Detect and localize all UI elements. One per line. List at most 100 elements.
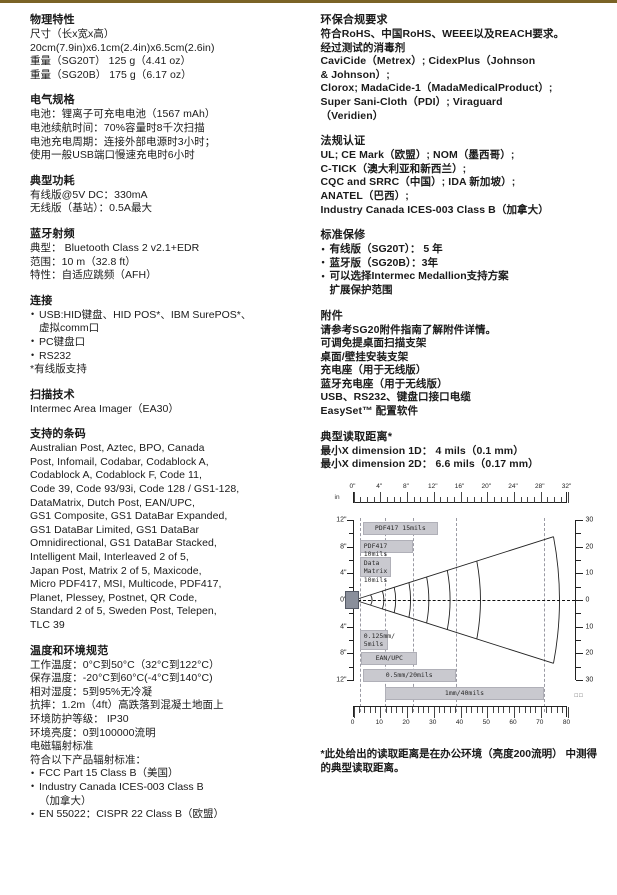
spec-line: 范围：10 m（32.8 ft） — [30, 255, 136, 268]
chart-top-tick: 28" — [534, 482, 545, 490]
spec-line: Omnidirectional, GS1 DataBar Stacked, — [30, 537, 217, 550]
list-item: RS232 — [30, 349, 303, 364]
chart-right-axis — [574, 519, 583, 681]
chart-left-tick: 4" — [340, 569, 347, 577]
chart-right-tick: 30 — [585, 516, 594, 524]
chart-bottom-tick: 50 — [482, 718, 490, 726]
emission-standards-list: FCC Part 15 Class B（美国） Industry Canada … — [30, 767, 303, 821]
chart-right-tick: 10 — [585, 569, 594, 577]
chart-right-tick: 30 — [585, 676, 594, 684]
spec-line: 使用一般USB端口慢速充电时6小时 — [30, 149, 195, 162]
spec-line: Intermec Area Imager（EA30） — [30, 402, 179, 415]
spec-line: 相对湿度：5到95%无冷凝 — [30, 685, 153, 698]
spec-line: EasySet™ 配置软件 — [320, 405, 419, 418]
chart-top-tick: 12" — [427, 482, 438, 490]
section-heading: 法规认证 — [320, 135, 366, 148]
spec-line: 环境防护等级： IP30 — [30, 712, 129, 725]
chart-scan-cone — [353, 536, 560, 664]
spec-line: 电池充电周期：连接外部电源时3小时； — [30, 135, 216, 148]
spec-line: Planet, Plessey, Postnet, QR Code, — [30, 591, 198, 604]
chart-right-tick: 20 — [585, 543, 594, 550]
list-item: FCC Part 15 Class B（美国） — [30, 767, 303, 781]
spec-line: 典型： Bluetooth Class 2 v2.1+EDR — [30, 241, 200, 254]
spec-line: 无线版（基站）：0.5A最大 — [30, 202, 153, 215]
spec-line: 重量（SG20T） 125 g（4.41 oz） — [30, 55, 192, 68]
chart-bottom-tick: 10 — [375, 718, 383, 726]
chart-bottom-tick: 60 — [509, 718, 517, 726]
chart-top-ruler — [352, 491, 569, 503]
spec-line: ANATEL（巴西）; — [320, 189, 409, 202]
spec-line: Japan Post, Matrix 2 of 5, Maxicode, — [30, 564, 202, 577]
spec-line: 电磁辐射标准 — [30, 740, 94, 753]
section-environment: 温度和环境规范 工作温度：0°C到50°C（32°C到122°C） 保存温度：-… — [30, 644, 303, 822]
right-column: 环保合规要求 符合RoHS、中国RoHS、WEEE以及REACH要求。 经过测试… — [309, 13, 610, 895]
list-item: PC键盘口 — [30, 335, 303, 350]
chart-bottom-tick: 40 — [455, 718, 464, 726]
spec-line: Industry Canada ICES-003 Class B（加拿大） — [320, 203, 549, 216]
spec-line: 尺寸（长x宽x高） — [30, 28, 115, 40]
spec-line: 保存温度：-20°C到60°C(-4°C到140°C) — [30, 672, 213, 685]
chart-right-tick: 0 — [585, 596, 590, 604]
spec-line: 特性：自适应跳频（AFH） — [30, 269, 157, 282]
chart-left-tick: 8" — [340, 543, 347, 550]
spec-line: 工作温度：0°C到50°C（32°C到122°C） — [30, 658, 220, 671]
section-heading: 蓝牙射频 — [30, 227, 75, 240]
spec-line: Australian Post, Aztec, BPO, Canada — [30, 442, 205, 455]
spec-line: 最小X dimension 2D： 6.6 mils（0.17 mm） — [320, 458, 539, 471]
spec-line: USB、RS232、键盘口接口电缆 — [320, 391, 471, 404]
spec-line: 重量（SG20B） 175 g（6.17 oz） — [30, 68, 192, 81]
spec-line: 抗摔：1.2m（4ft）高跌落到混凝土地面上 — [30, 699, 224, 712]
spec-line: 桌面/壁挂安装支架 — [320, 350, 409, 363]
chart-top-tick: 4" — [376, 482, 383, 490]
spec-line: Intelligent Mail, Interleaved 2 of 5, — [30, 551, 189, 564]
read-range-chart: in 0" 4" 8" 12" 16" 20" 24" 28" 32" 12" 8" 4" 0" 4" 8… — [317, 478, 609, 740]
chart-guide-line — [544, 517, 546, 712]
chart-range-bar: PDF417 15mils — [362, 521, 438, 535]
spec-line: 环境亮度：0到100000流明 — [30, 726, 156, 739]
chart-left-tick: 8" — [340, 649, 347, 657]
section-heading: 典型功耗 — [30, 174, 75, 187]
spec-line: Micro PDF417, MSI, Multicode, PDF417, — [30, 578, 222, 591]
chart-top-tick: 20" — [481, 482, 492, 490]
chart-top-tick: 32" — [561, 482, 572, 490]
spec-line: 符合以下产品辐射标准： — [30, 753, 147, 766]
section-heading: 温度和环境规范 — [30, 644, 109, 657]
spec-sheet-page: 物理特性 尺寸（长x宽x高） 20cm(7.9in)x6.1cm(2.4in)x… — [0, 3, 617, 895]
chart-guide-line — [359, 517, 361, 712]
left-column: 物理特性 尺寸（长x宽x高） 20cm(7.9in)x6.1cm(2.4in)x… — [8, 13, 309, 895]
chart-guide-line — [384, 517, 386, 712]
chart-bottom-ruler — [352, 705, 569, 718]
chart-range-bar: 0.5mm/20mils — [362, 668, 456, 682]
spec-line: 有线版@5V DC：330mA — [30, 188, 148, 201]
spec-line: 最小X dimension 1D： 4 mils（0.1 mm） — [320, 444, 524, 457]
chart-range-bar: EAN/UPC — [361, 651, 418, 665]
chart-left-tick: 12" — [336, 516, 347, 524]
spec-line: 可调免提桌面扫描支架 — [320, 337, 427, 350]
chart-right-tick: 10 — [585, 623, 594, 630]
spec-line: （Veridien） — [320, 109, 384, 122]
spec-line: Code 39, Code 93/93i, Code 128 / GS1-128… — [30, 483, 240, 496]
section-heading: 连接 — [30, 294, 53, 307]
list-item: 有线版（SG20T）： 5 年 — [321, 243, 606, 257]
list-item: Industry Canada ICES-003 Class B （加拿大） — [30, 780, 303, 808]
chart-range-bar: Data Matrix 10mils — [359, 556, 391, 584]
spec-line: UL; CE Mark（欧盟）; NOM（墨西哥）; — [320, 149, 515, 162]
chart-bottom-tick: 20 — [402, 718, 410, 726]
list-item: 可以选择Intermec Medallion支持方案 扩展保护范围 — [321, 270, 606, 297]
chart-bottom-unit-label: □□ — [574, 692, 584, 699]
spec-line: 蓝牙充电座（用于无线版） — [320, 377, 448, 390]
spec-line: Clorox; MadaCide-1（MadaMedicalProduct）; — [320, 82, 553, 95]
section-heading: 物理特性 — [30, 14, 75, 26]
section-heading: 扫描技术 — [30, 388, 75, 401]
spec-line: 请参考SG20附件指南了解附件详情。 — [320, 323, 497, 336]
chart-top-tick: 16" — [454, 482, 465, 490]
spec-line: 20cm(7.9in)x6.1cm(2.4in)x6.5cm(2.6in) — [30, 41, 215, 54]
spec-line: 电池续航时间：70%容量时8千次扫描 — [30, 121, 205, 134]
spec-line: TLC 39 — [30, 619, 65, 631]
spec-line: 经过测试的消毒剂 — [320, 41, 406, 54]
section-supported-barcodes: 支持的条码 Australian Post, Aztec, BPO, Canad… — [30, 427, 303, 632]
chart-bottom-tick: 80 — [562, 718, 571, 726]
chart-left-tick: 4" — [340, 623, 347, 630]
page-top-rule — [0, 0, 617, 3]
spec-line: 电池：锂离子可充电电池（1567 mAh） — [30, 108, 216, 121]
